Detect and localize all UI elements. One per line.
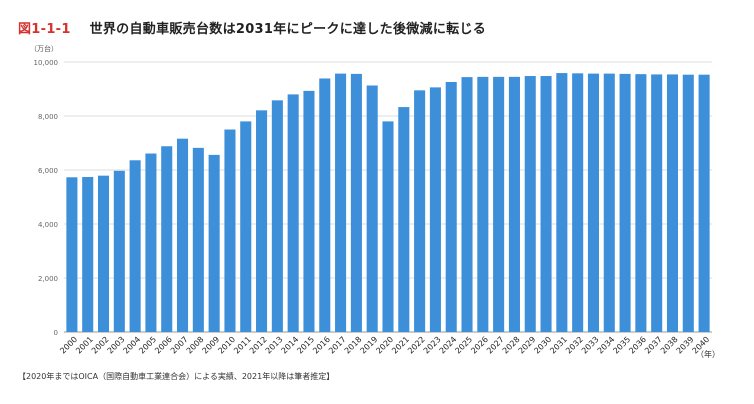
bar-2040 [698,74,710,332]
x-tick-label: 2035 [611,335,632,356]
x-axis-ticks: 2000200120022003200420052006200720082009… [58,335,711,356]
y-tick-label: 10,000 [34,59,59,67]
x-tick-label: 2026 [469,335,490,356]
bars [66,73,710,333]
x-tick-label: 2029 [517,335,538,356]
x-tick-label: 2022 [406,335,427,356]
figure-number: 図1-1-1 [18,22,71,37]
bar-2005 [145,153,157,332]
x-tick-label: 2019 [359,335,380,356]
figure-title: 世界の自動車販売台数は2031年にピークに達した後微減に転じる [89,22,487,37]
x-tick-label: 2038 [659,335,680,356]
y-tick-label: 2,000 [38,275,58,283]
bar-2027 [493,76,505,332]
x-tick-label: 2031 [548,335,569,356]
bar-2003 [113,170,125,332]
bar-2039 [682,74,694,332]
bar-2028 [508,76,520,332]
x-tick-label: 2037 [643,335,664,356]
bar-2032 [572,73,584,332]
bar-2018 [350,73,362,332]
x-tick-label: 2039 [675,335,696,356]
bar-2023 [429,87,441,332]
x-tick-label: 2030 [532,335,553,356]
x-tick-label: 2027 [485,335,506,356]
x-tick-label: 2000 [58,335,79,356]
bar-2007 [177,138,189,332]
bar-2004 [129,160,141,332]
y-tick-label: 4,000 [38,221,58,229]
x-tick-label: 2024 [438,335,459,356]
source-note: 【2020年まではOICA（国際自動車工業連合会）による実績、2021年以降は筆… [18,372,335,381]
bar-2006 [161,146,173,332]
bar-2011 [240,121,252,333]
bar-2038 [666,74,679,333]
bar-2029 [524,76,536,332]
x-tick-label: 2032 [564,335,585,356]
x-tick-label: 2012 [248,335,269,356]
x-tick-label: 2033 [580,335,601,356]
figure-heading: 図1-1-1 世界の自動車販売台数は2031年にピークに達した後微減に転じる [18,18,486,37]
x-tick-label: 2006 [153,335,174,356]
x-tick-label: 2014 [280,335,301,356]
bar-2019 [366,85,378,333]
bar-2002 [97,175,110,332]
bar-2037 [651,74,663,333]
x-tick-label: 2016 [311,335,332,356]
bar-2026 [477,76,489,332]
bar-2008 [192,147,204,332]
x-tick-label: 2021 [390,335,411,356]
bar-chart: （万台） （年） 0 2,000 4,000 6,000 8,000 10,000 200… [30,44,720,359]
x-tick-label: 2025 [453,335,474,356]
bar-2000 [66,177,78,332]
bar-2021 [398,107,410,332]
bar-2036 [635,74,647,333]
bar-2001 [82,177,94,332]
bar-2034 [603,73,615,333]
y-axis-unit-label: （万台） [30,44,58,53]
x-tick-label: 2034 [596,335,617,356]
x-tick-label: 2018 [343,335,364,356]
bar-2010 [224,129,236,332]
bar-2014 [287,94,299,333]
x-tick-label: 2036 [627,335,648,356]
bar-2017 [335,73,347,333]
bar-2024 [445,81,457,332]
x-tick-label: 2004 [122,335,143,356]
x-tick-label: 2023 [422,335,443,356]
bar-2012 [256,110,268,332]
y-tick-label: 6,000 [38,167,58,175]
bar-2031 [556,73,568,332]
y-tick-label: 0 [54,329,58,337]
bar-2013 [271,100,283,332]
bar-2022 [414,90,426,332]
bar-2033 [587,73,599,333]
x-tick-label: 2028 [501,335,522,356]
x-tick-label: 2008 [185,335,206,356]
bar-2015 [303,90,315,332]
bar-2016 [319,78,331,332]
x-axis-unit-label: （年） [696,349,720,359]
bar-2025 [461,77,473,333]
x-tick-label: 2002 [90,335,111,356]
bar-2030 [540,76,552,332]
bar-2020 [382,121,394,333]
y-tick-label: 8,000 [38,113,58,121]
bar-2009 [208,154,220,332]
bar-2035 [619,73,631,332]
y-axis-ticks: 0 2,000 4,000 6,000 8,000 10,000 [34,59,59,337]
x-tick-label: 2010 [216,335,237,356]
x-tick-label: 2020 [374,335,395,356]
